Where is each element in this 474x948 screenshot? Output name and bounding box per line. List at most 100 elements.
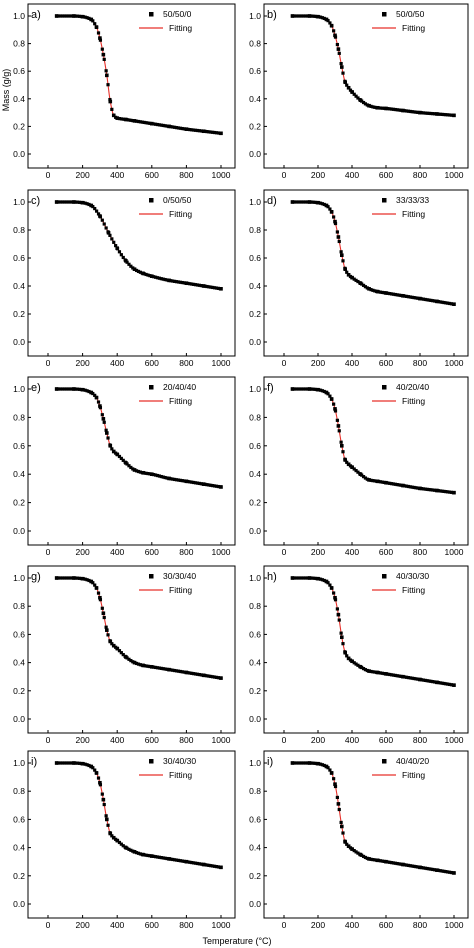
data-point <box>444 113 448 117</box>
data-point <box>333 409 338 413</box>
data-point <box>391 861 396 865</box>
y-tick-label: 0.4 <box>249 843 261 853</box>
data-point <box>440 300 444 304</box>
data-point <box>62 576 66 580</box>
data-marker <box>105 817 109 822</box>
data-marker <box>219 676 223 680</box>
data-marker <box>452 683 456 687</box>
data-marker <box>324 203 329 208</box>
data-point <box>56 576 61 580</box>
data-point <box>190 671 194 675</box>
data-point <box>182 281 186 285</box>
x-tick-label: 600 <box>145 920 159 930</box>
data-marker <box>316 14 320 19</box>
data-point <box>106 633 110 637</box>
data-point <box>361 475 366 479</box>
y-tick-label: 0.2 <box>249 871 261 881</box>
x-tick-label: 600 <box>379 547 393 557</box>
data-marker <box>324 390 329 395</box>
data-point <box>399 293 403 298</box>
data-marker <box>307 761 312 765</box>
x-tick-label: 800 <box>413 735 427 745</box>
data-marker <box>452 871 456 875</box>
plot-frame <box>263 565 469 734</box>
data-point <box>188 282 192 286</box>
data-point <box>341 831 345 835</box>
y-tick-label: 0.6 <box>13 814 25 824</box>
data-point <box>440 489 444 493</box>
data-point <box>216 484 221 489</box>
x-tick-label: 400 <box>110 358 124 368</box>
data-marker <box>132 850 137 854</box>
legend-entry-fitting: Fitting <box>402 23 425 33</box>
legend-marker <box>149 574 154 579</box>
x-tick-label: 200 <box>76 358 90 368</box>
data-point <box>421 297 425 301</box>
data-point <box>322 763 326 768</box>
data-marker <box>184 670 189 675</box>
data-point <box>335 230 339 234</box>
data-marker <box>307 576 312 580</box>
data-point <box>294 200 298 204</box>
data-point <box>182 859 186 863</box>
y-tick-label: 0.6 <box>13 629 25 639</box>
data-point <box>178 859 182 863</box>
data-point <box>114 244 118 248</box>
data-marker <box>150 472 154 476</box>
data-marker <box>98 404 102 408</box>
x-tick-label: 1000 <box>212 735 231 745</box>
data-point <box>414 865 418 869</box>
data-point <box>298 14 302 18</box>
data-point <box>155 473 160 478</box>
x-tick-label: 0 <box>282 735 287 745</box>
x-tick-label: 800 <box>413 920 427 930</box>
data-point <box>313 576 317 580</box>
data-point <box>410 676 414 680</box>
data-point <box>292 387 296 391</box>
data-point <box>121 653 125 657</box>
data-point <box>328 768 332 772</box>
data-marker <box>418 865 422 870</box>
y-tick-label: 0.8 <box>249 601 261 611</box>
data-point <box>373 670 377 674</box>
data-point <box>442 300 446 305</box>
data-point <box>427 867 431 871</box>
y-tick-label: 0.8 <box>249 412 261 422</box>
data-point <box>209 864 213 868</box>
plot-frame <box>27 3 236 169</box>
data-point <box>388 672 392 677</box>
data-point <box>211 864 215 868</box>
data-marker <box>324 764 329 769</box>
legend-entry-fitting: Fitting <box>402 585 425 595</box>
chart-panel-7: 0.0 0.2 0.4 0.6 0.8 1.0 0 200 400 600 800 1000 g) 30/… <box>13 565 236 745</box>
data-marker <box>108 444 113 448</box>
data-marker <box>150 854 154 858</box>
data-marker <box>401 862 405 867</box>
data-point <box>339 61 343 66</box>
data-point <box>423 297 427 302</box>
data-marker <box>350 847 354 851</box>
y-tick-label: 0.2 <box>13 498 25 508</box>
x-tick-label: 200 <box>311 547 325 557</box>
x-tick-label: 1000 <box>212 547 231 557</box>
data-marker <box>98 780 102 785</box>
data-point <box>298 200 302 204</box>
data-marker <box>290 761 295 765</box>
chart-panel-4: 0.0 0.2 0.4 0.6 0.8 1.0 0 200 400 600 800 1000 d) 33/… <box>249 189 469 368</box>
data-point <box>427 679 431 683</box>
data-point <box>300 387 304 391</box>
data-point <box>380 671 384 675</box>
data-marker <box>124 117 128 122</box>
data-point <box>412 485 416 490</box>
data-point <box>85 389 89 393</box>
data-point <box>138 470 142 474</box>
data-point <box>414 486 418 490</box>
data-point <box>354 469 358 473</box>
data-point <box>386 107 390 111</box>
data-point <box>378 859 382 863</box>
data-point <box>386 672 390 676</box>
data-marker <box>290 576 295 580</box>
data-point <box>393 673 397 678</box>
data-point <box>429 488 433 492</box>
